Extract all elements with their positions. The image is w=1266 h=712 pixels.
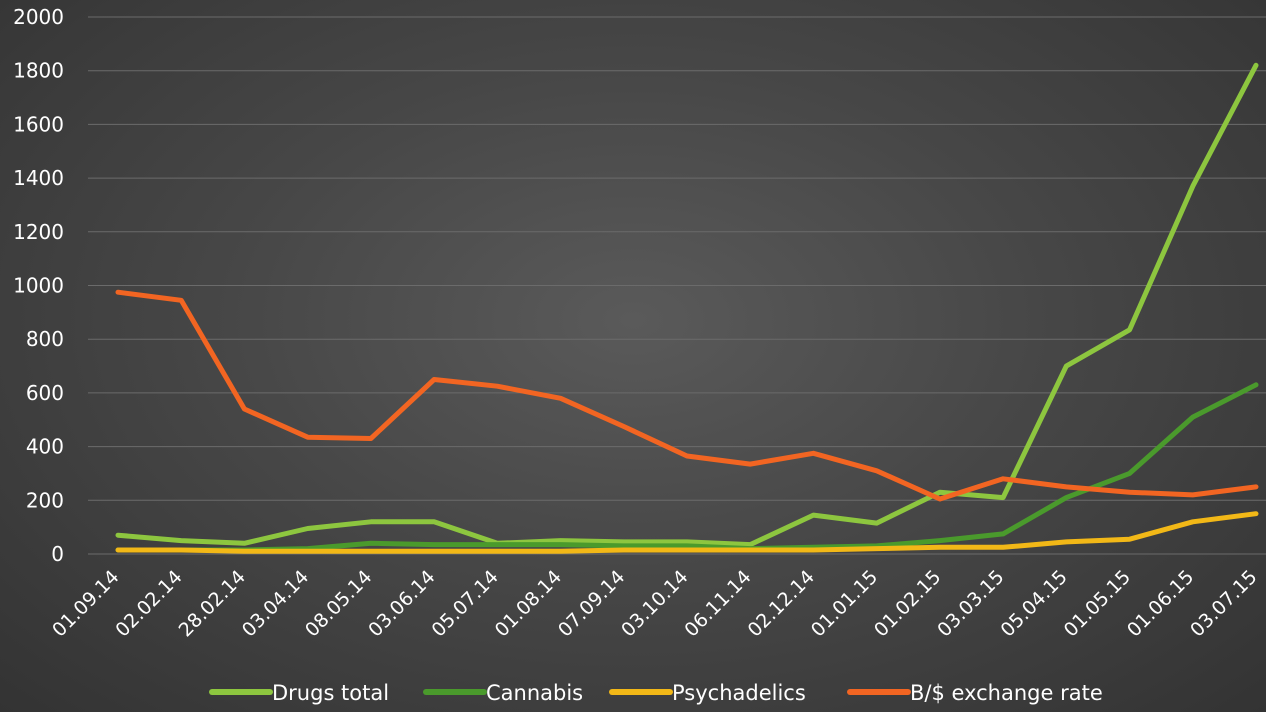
y-axis-ticks: 0 200 400 600 800 1000 1200 1400 1600 1800 2000 — [13, 5, 64, 566]
legend: Drugs total Cannabis Psychadelics B/$ excha… — [209, 681, 1103, 705]
y-tick-label: 400 — [26, 435, 64, 459]
legend-label: Psychadelics — [672, 681, 806, 705]
y-tick-label: 1600 — [13, 112, 64, 136]
x-tick-label: 01.09.14 — [48, 566, 123, 641]
x-tick-label: 01.01.15 — [807, 566, 882, 641]
x-tick-label: 28.02.14 — [175, 566, 250, 641]
y-tick-label: 1800 — [13, 59, 64, 83]
x-tick-label: 03.03.15 — [933, 566, 1008, 641]
y-tick-label: 200 — [26, 488, 64, 512]
x-tick-label: 03.06.14 — [364, 566, 439, 641]
x-tick-label: 05.04.15 — [996, 566, 1071, 641]
x-tick-label: 02.02.14 — [111, 566, 186, 641]
x-tick-label: 03.04.14 — [238, 566, 313, 641]
y-tick-label: 600 — [26, 381, 64, 405]
x-tick-label: 01.02.15 — [870, 566, 945, 641]
x-tick-label: 07.09.14 — [554, 566, 629, 641]
x-tick-label: 06.11.14 — [680, 566, 755, 641]
x-tick-label: 08.05.14 — [301, 566, 376, 641]
x-tick-label: 01.06.15 — [1123, 566, 1198, 641]
x-axis-ticks: 01.09.1402.02.1428.02.1403.04.1408.05.14… — [48, 566, 1261, 641]
x-tick-label: 01.08.14 — [491, 566, 566, 641]
legend-label: Cannabis — [486, 681, 583, 705]
gridlines — [88, 16, 1266, 555]
y-tick-label: 2000 — [13, 5, 64, 29]
x-tick-label: 03.10.14 — [617, 566, 692, 641]
y-tick-label: 0 — [51, 542, 64, 566]
x-tick-label: 03.07.15 — [1186, 566, 1261, 641]
x-tick-label: 02.12.14 — [744, 566, 819, 641]
y-tick-label: 1200 — [13, 220, 64, 244]
x-tick-label: 01.05.15 — [1060, 566, 1135, 641]
y-tick-label: 1400 — [13, 166, 64, 190]
series-line-1 — [115, 382, 1259, 553]
y-tick-label: 1000 — [13, 274, 64, 298]
series-line-3 — [115, 289, 1259, 502]
y-tick-label: 800 — [26, 327, 64, 351]
x-tick-label: 05.07.14 — [427, 566, 502, 641]
legend-label: Drugs total — [272, 681, 389, 705]
legend-label: B/$ exchange rate — [910, 681, 1103, 705]
series-lines — [115, 62, 1259, 554]
series-line-0 — [115, 62, 1259, 548]
